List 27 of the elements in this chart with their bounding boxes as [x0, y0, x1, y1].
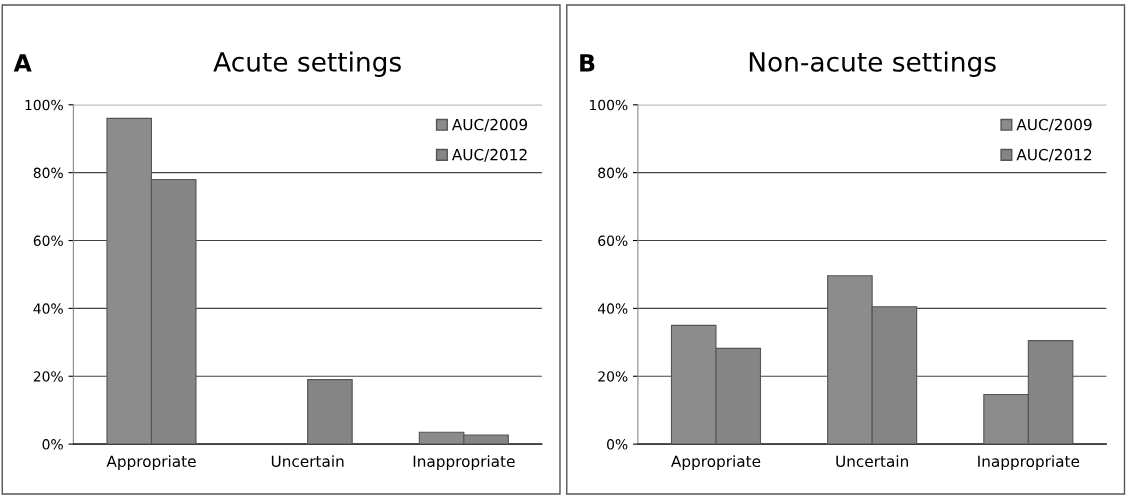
y-tick-label: 80%	[33, 167, 63, 179]
y-tick-label: 100%	[25, 99, 63, 111]
bar	[307, 379, 353, 445]
y-tick-label: 100%	[589, 99, 628, 111]
x-tick-label: Inappropriate	[413, 455, 515, 471]
x-tick-label: Uncertain	[271, 455, 344, 468]
y-tick-label: 60%	[33, 235, 63, 246]
text: B	[580, 54, 595, 72]
legend-label: AUC/2012	[451, 148, 527, 162]
chart-title: Acute settings	[213, 51, 401, 77]
legend-label: AUC/2009	[451, 118, 528, 132]
y-tick-label: 20%	[33, 371, 63, 382]
text: A	[13, 54, 32, 72]
y-tick-label: 60%	[598, 235, 628, 246]
x-tick-label: Appropriate	[671, 455, 761, 471]
x-tick-label: Uncertain	[836, 455, 908, 468]
y-tick-label: 0%	[42, 439, 63, 450]
y-tick-label: 20%	[598, 371, 628, 382]
y-tick-label: 80%	[598, 167, 628, 179]
legend-label: AUC/2012	[1016, 148, 1092, 162]
y-tick-label: 40%	[597, 303, 628, 314]
x-tick-label: Inappropriate	[978, 455, 1080, 471]
chart-title: Non-acute settings	[749, 51, 996, 77]
legend-label: AUC/2009	[1016, 118, 1092, 132]
y-tick-label: 40%	[33, 303, 63, 314]
y-tick-label: 0%	[607, 439, 628, 450]
x-tick-label: Appropriate	[106, 455, 196, 471]
